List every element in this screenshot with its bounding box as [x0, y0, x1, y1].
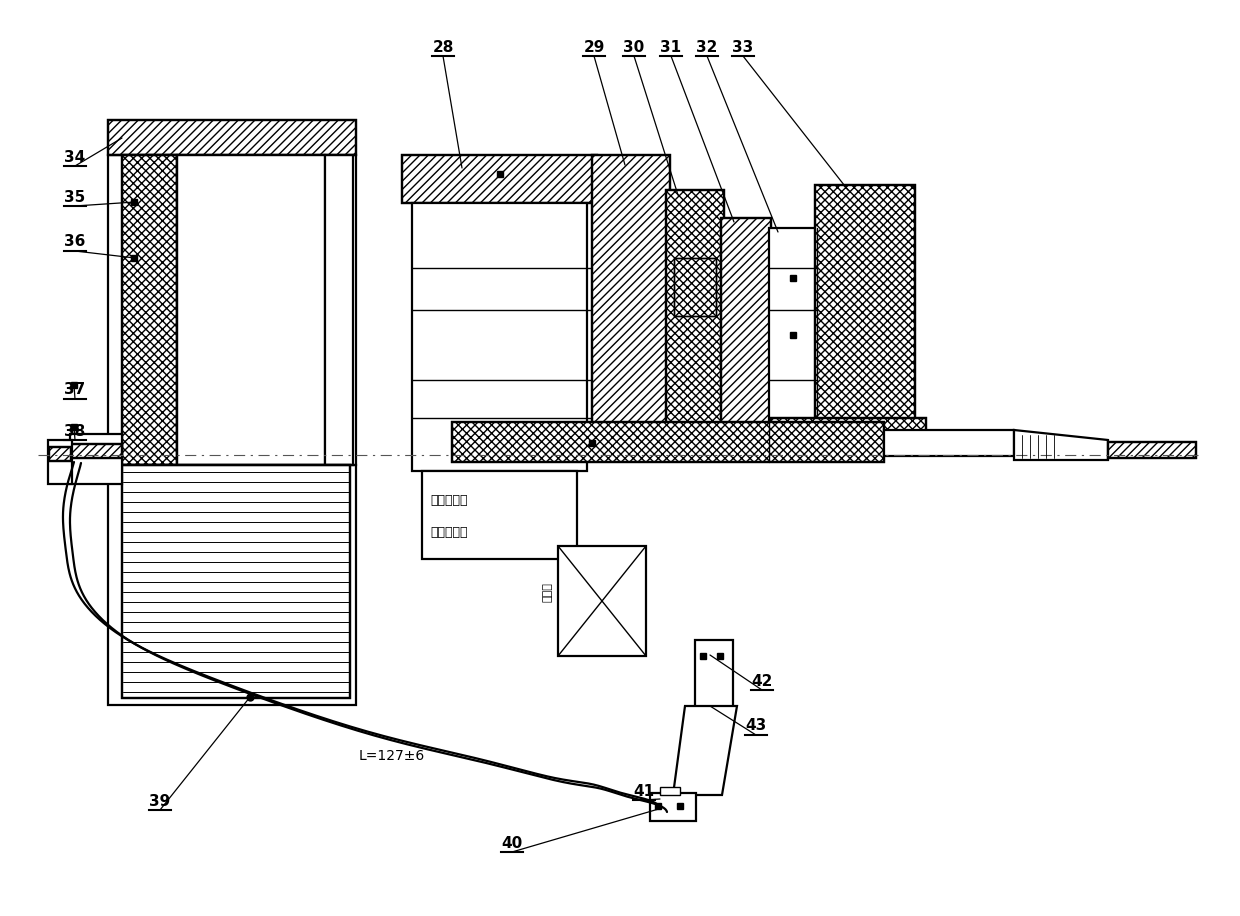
Polygon shape	[673, 706, 737, 795]
Text: 33: 33	[733, 39, 754, 54]
Text: 31: 31	[661, 39, 682, 54]
Bar	[884, 430, 1014, 456]
Bar	[177, 155, 325, 465]
Bar	[422, 471, 577, 559]
Bar	[591, 155, 670, 443]
Bar	[69, 444, 122, 458]
Bar	[666, 190, 724, 443]
Bar	[591, 155, 670, 443]
Bar	[771, 418, 926, 448]
Text: 34: 34	[64, 149, 86, 165]
Bar	[815, 185, 915, 445]
Polygon shape	[1014, 430, 1109, 460]
Bar	[720, 218, 771, 443]
Text: 29: 29	[583, 39, 605, 54]
Bar	[108, 465, 356, 705]
Bar	[666, 190, 724, 443]
Text: 30: 30	[624, 39, 645, 54]
Text: 42: 42	[751, 673, 773, 689]
Bar	[720, 218, 771, 443]
Bar	[771, 418, 926, 448]
Bar	[675, 258, 715, 316]
Bar	[122, 155, 177, 465]
Bar	[402, 155, 596, 203]
Text: 39: 39	[149, 793, 171, 809]
Bar	[48, 440, 72, 484]
Bar	[108, 120, 356, 155]
Text: 工具口: 工具口	[543, 582, 553, 602]
Bar	[453, 422, 884, 462]
Bar	[122, 465, 350, 698]
Bar	[675, 258, 715, 316]
Bar	[69, 444, 122, 458]
Bar	[325, 155, 353, 465]
Text: 38: 38	[64, 423, 86, 439]
Bar	[694, 640, 733, 708]
Bar	[453, 422, 884, 462]
Text: 40: 40	[501, 835, 522, 850]
Bar	[412, 203, 587, 471]
Bar	[108, 155, 356, 465]
Bar	[69, 434, 122, 484]
Bar	[650, 793, 696, 821]
Text: 35: 35	[64, 190, 86, 204]
Text: 32: 32	[697, 39, 718, 54]
Text: 43: 43	[745, 718, 766, 734]
Bar	[815, 185, 915, 445]
Text: 37: 37	[64, 383, 86, 398]
Text: 28: 28	[433, 39, 454, 54]
Bar	[50, 447, 71, 461]
Bar	[660, 787, 680, 795]
Bar	[1109, 442, 1197, 458]
Bar	[769, 228, 817, 440]
Text: L=127±6: L=127±6	[358, 749, 425, 763]
Bar	[108, 120, 356, 155]
Bar	[50, 447, 71, 461]
Text: 41: 41	[634, 783, 655, 799]
Bar	[122, 465, 350, 698]
Text: 36: 36	[64, 234, 86, 249]
Bar	[1109, 442, 1197, 458]
Bar	[402, 155, 596, 203]
Bar	[122, 155, 177, 465]
Text: 圆周红色带: 圆周红色带	[430, 494, 467, 507]
Bar	[558, 546, 646, 656]
Text: 圆周蓝色带: 圆周蓝色带	[430, 526, 467, 539]
